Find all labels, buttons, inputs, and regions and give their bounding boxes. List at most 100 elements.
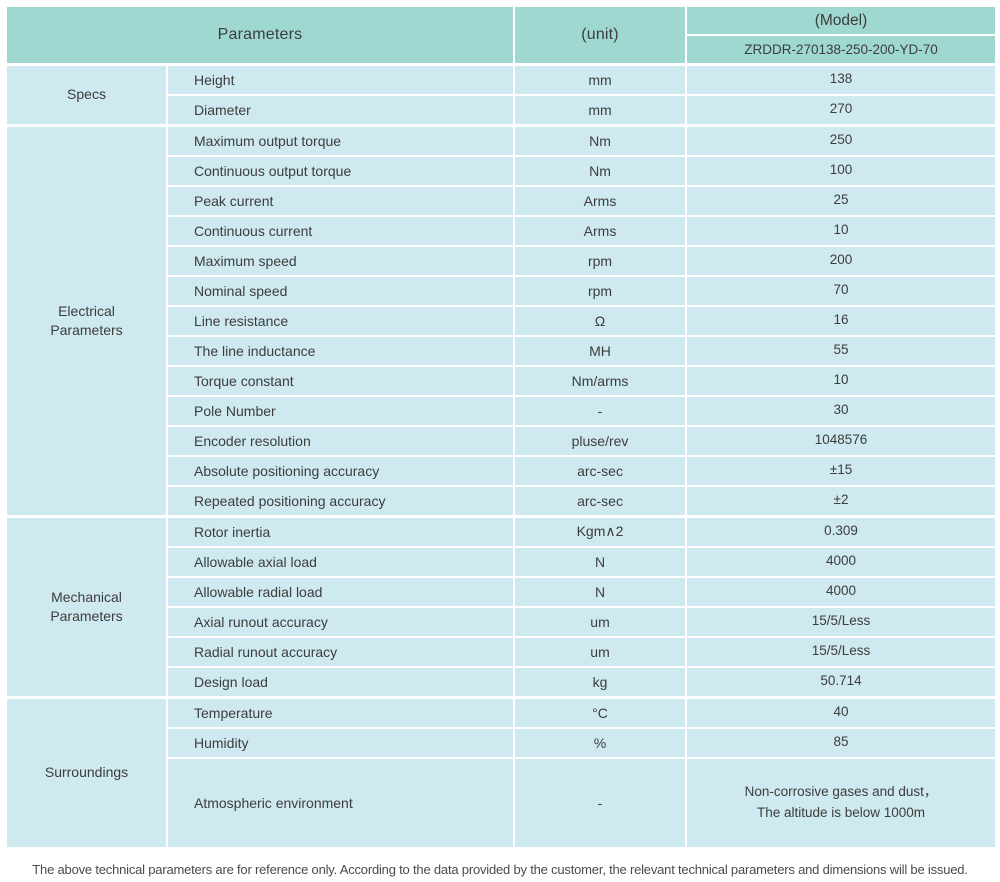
unit-cell: mm (513, 93, 688, 126)
unit-cell: °C (513, 695, 688, 729)
table-row: Humidity% 85 (6, 726, 998, 759)
section-label: Mechanical Parameters (5, 514, 168, 698)
param-cell: Rotor inertia (165, 514, 516, 548)
unit-cell: % (513, 726, 688, 759)
unit-cell: Nm (513, 154, 688, 187)
table-row: Radial runout accuracy um 15/5/Less (6, 635, 998, 668)
param-cell: Peak current (165, 184, 516, 217)
unit-cell: pluse/rev (513, 424, 688, 457)
value-cell: ±15 (685, 454, 998, 487)
param-cell: Humidity (165, 726, 516, 759)
unit-cell: um (513, 635, 688, 668)
value-cell: 40 (685, 695, 998, 729)
value-cell: 50.714 (685, 665, 998, 698)
param-cell: Allowable radial load (165, 575, 516, 608)
value-cell: 138 (685, 62, 998, 96)
param-cell: Allowable axial load (165, 545, 516, 578)
table-row: The line inductance MH 55 (6, 334, 998, 367)
param-cell: Radial runout accuracy (165, 635, 516, 668)
value-cell: 200 (685, 244, 998, 277)
value-cell: 100 (685, 154, 998, 187)
unit-cell: - (513, 394, 688, 427)
unit-cell: Kgm∧2 (513, 514, 688, 548)
param-cell: Atmospheric environment (165, 756, 516, 849)
param-cell: Encoder resolution (165, 424, 516, 457)
param-cell: Absolute positioning accuracy (165, 454, 516, 487)
model-column-header: (Model) (685, 5, 998, 36)
unit-cell: N (513, 545, 688, 578)
table-row: Continuous current Arms 10 (6, 214, 998, 247)
value-cell: Non-corrosive gases and dust， The altitu… (685, 756, 998, 849)
value-cell: 30 (685, 394, 998, 427)
unit-cell: rpm (513, 244, 688, 277)
unit-cell: Ω (513, 304, 688, 337)
param-cell: Torque constant (165, 364, 516, 397)
value-cell: 10 (685, 214, 998, 247)
unit-cell: MH (513, 334, 688, 367)
param-cell: Repeated positioning accuracy (165, 484, 516, 517)
unit-cell: rpm (513, 274, 688, 307)
table-row: Atmospheric environment - Non-corrosive ga… (6, 756, 998, 849)
unit-column-header: (unit) (513, 5, 688, 65)
table-row: Mechanical Parameters Rotor inertia Kgm∧2 0… (5, 514, 998, 698)
model-number: ZRDDR-270138-250-200-YD-70 (685, 34, 998, 65)
value-cell: ±2 (685, 484, 998, 517)
value-cell: 55 (685, 334, 998, 367)
value-cell: 85 (685, 726, 998, 759)
footer-note: The above technical parameters are for r… (32, 861, 968, 877)
param-cell: Height (165, 62, 516, 96)
table-row: Line resistance Ω 16 (6, 304, 998, 337)
table-row: Encoder resolution pluse/rev 1048576 (6, 424, 998, 457)
param-cell: Design load (165, 665, 516, 698)
value-cell: 4000 (685, 545, 998, 578)
param-cell: Continuous current (165, 214, 516, 247)
param-cell: Diameter (165, 93, 516, 126)
value-cell: 15/5/Less (685, 605, 998, 638)
value-cell: 15/5/Less (685, 635, 998, 668)
table-row: Allowable axial load N 4000 (6, 545, 998, 578)
table-row: Design load kg 50.714 (6, 665, 998, 698)
param-cell: Temperature (165, 695, 516, 729)
table-row: Peak current Arms 25 (6, 184, 998, 217)
table-row: Absolute positioning accuracy arc-sec ±15 (6, 454, 998, 487)
table-row: Nominal speed rpm 70 (6, 274, 998, 307)
table-row: Maximum speed rpm 200 (6, 244, 998, 277)
param-cell: Nominal speed (165, 274, 516, 307)
unit-cell: - (513, 756, 688, 849)
value-cell: 16 (685, 304, 998, 337)
param-cell: Pole Number (165, 394, 516, 427)
value-cell: 70 (685, 274, 998, 307)
param-cell: Continuous output torque (165, 154, 516, 187)
unit-cell: Arms (513, 184, 688, 217)
param-cell: Line resistance (165, 304, 516, 337)
table-row: Continuous output torque Nm 100 (6, 154, 998, 187)
value-cell: 1048576 (685, 424, 998, 457)
table-row: Allowable radial load N 4000 (6, 575, 998, 608)
unit-cell: um (513, 605, 688, 638)
value-cell: 25 (685, 184, 998, 217)
value-cell: 10 (685, 364, 998, 397)
param-cell: Axial runout accuracy (165, 605, 516, 638)
parameters-table: Parameters (unit) (Model) ZRDDR-270138-2… (4, 5, 998, 849)
parameters-column-header: Parameters (4, 5, 516, 65)
unit-cell: mm (513, 62, 688, 96)
value-cell: 270 (685, 93, 998, 126)
table-row: Electrical Parameters Maximum output torq… (5, 123, 998, 517)
unit-cell: arc-sec (513, 454, 688, 487)
section-label: Specs (5, 62, 168, 126)
param-cell: Maximum output torque (165, 123, 516, 157)
unit-cell: Nm (513, 123, 688, 157)
table-row: Axial runout accuracy um 15/5/Less (6, 605, 998, 638)
unit-cell: Nm/arms (513, 364, 688, 397)
value-cell: 0.309 (685, 514, 998, 548)
value-cell: 250 (685, 123, 998, 157)
unit-cell: N (513, 575, 688, 608)
table-row: Pole Number -30 (6, 394, 998, 427)
section-label: Electrical Parameters (5, 123, 168, 517)
param-cell: Maximum speed (165, 244, 516, 277)
section-label: Surroundings (5, 695, 168, 849)
table-row: Torque constant Nm/arms 10 (6, 364, 998, 397)
unit-cell: Arms (513, 214, 688, 247)
table-row: Specs Height mm 138 (5, 62, 998, 126)
